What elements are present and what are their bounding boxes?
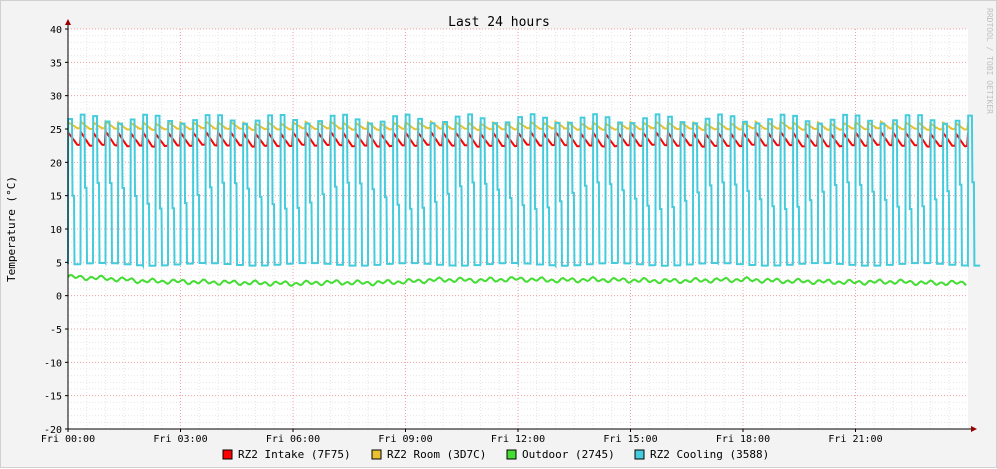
axes (65, 19, 977, 432)
x-tick-label: Fri 09:00 (378, 434, 432, 445)
legend-item-outdoor-2745: Outdoor (2745) (506, 448, 615, 461)
legend-label: Outdoor (2745) (522, 448, 615, 461)
legend: RZ2 Intake (7F75) RZ2 Room (3D7C) Outdoor … (222, 448, 769, 461)
y-tick-label: 10 (50, 225, 62, 236)
y-axis-arrow-icon (65, 19, 71, 25)
x-tick-label: Fri 00:00 (41, 434, 95, 445)
y-tick-label: 0 (56, 292, 62, 303)
legend-swatch (634, 449, 645, 460)
legend-item-rz2-cooling-3588: RZ2 Cooling (3588) (634, 448, 769, 461)
x-tick-label: Fri 12:00 (491, 434, 545, 445)
x-tick-label: Fri 06:00 (266, 434, 320, 445)
y-tick-label: 20 (50, 158, 62, 169)
legend-label: RZ2 Intake (7F75) (238, 448, 351, 461)
y-tick-label: 15 (50, 192, 62, 203)
series-layer (67, 113, 981, 288)
legend-label: RZ2 Room (3D7C) (387, 448, 486, 461)
y-tick-label: 5 (56, 258, 62, 269)
legend-swatch (506, 449, 517, 460)
x-axis-arrow-icon (971, 426, 977, 432)
y-tick-label: 35 (50, 58, 62, 69)
x-tick-labels: Fri 00:00 Fri 03:00 Fri 06:00 Fri 09:00 Fri … (41, 434, 883, 445)
chart-title: Last 24 hours (448, 15, 550, 30)
y-tick-label: 30 (50, 92, 62, 103)
legend-item-rz2-room-3d7c: RZ2 Room (3D7C) (371, 448, 486, 461)
y-axis-label: Temperature (°C) (5, 176, 18, 282)
series-rz2-cooling-3588-line (67, 113, 981, 270)
y-tick-label: -15 (44, 392, 62, 403)
legend-swatch (222, 449, 233, 460)
legend-swatch (371, 449, 382, 460)
x-tick-label: Fri 03:00 (153, 434, 207, 445)
y-tick-label: 40 (50, 25, 62, 36)
x-tick-label: Fri 21:00 (828, 434, 882, 445)
x-tick-label: Fri 15:00 (603, 434, 657, 445)
y-tick-label: -20 (44, 425, 62, 436)
watermark: RRDTOOL / TOBI OETIKER (985, 8, 994, 114)
y-tick-labels: -20 -15 -10 -5 0 5 10 15 20 25 30 35 40 (44, 25, 62, 436)
legend-item-rz2-intake-7f75: RZ2 Intake (7F75) (222, 448, 351, 461)
y-tick-label: -5 (50, 325, 62, 336)
series-outdoor-2745-line (67, 274, 967, 288)
y-tick-label: 25 (50, 125, 62, 136)
x-tick-label: Fri 18:00 (716, 434, 770, 445)
y-tick-label: -10 (44, 358, 62, 369)
legend-label: RZ2 Cooling (3588) (650, 448, 769, 461)
